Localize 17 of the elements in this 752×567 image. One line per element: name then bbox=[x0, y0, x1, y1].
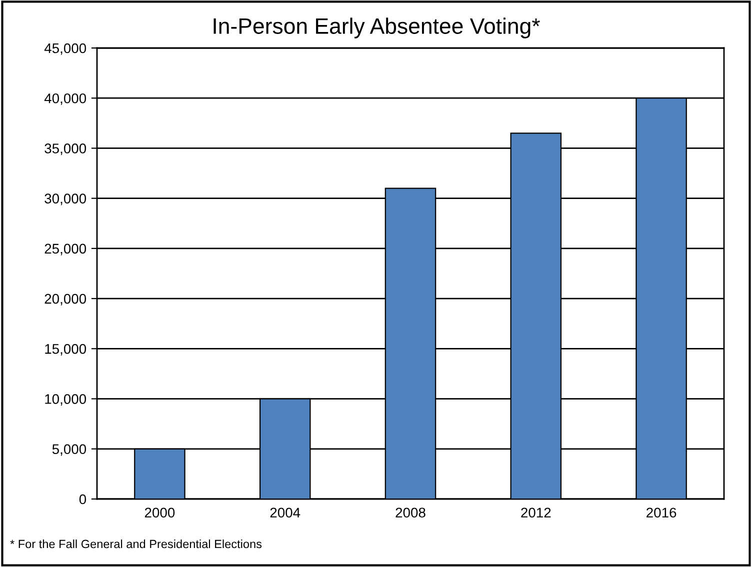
x-tick-label: 2012 bbox=[521, 508, 551, 518]
x-tick-label: 2008 bbox=[396, 508, 426, 518]
y-tick-label: 20,000 bbox=[44, 294, 86, 306]
y-tick-label: 5,000 bbox=[52, 444, 86, 456]
chart-title: In-Person Early Absentee Voting* bbox=[214, 18, 540, 38]
x-tick-label: 2016 bbox=[646, 508, 676, 518]
y-tick-label: 0 bbox=[79, 494, 86, 504]
y-tick-label: 35,000 bbox=[44, 144, 86, 156]
y-tick-label: 40,000 bbox=[44, 93, 86, 105]
y-tick-label: 25,000 bbox=[44, 244, 86, 256]
y-tick-label: 10,000 bbox=[45, 394, 86, 406]
x-tick-label: 2000 bbox=[144, 508, 175, 518]
y-tick-label: 45,000 bbox=[44, 43, 86, 55]
y-tick-label: 30,000 bbox=[44, 194, 86, 206]
y-tick-label: 15,000 bbox=[45, 344, 86, 356]
x-tick-label: 2004 bbox=[270, 508, 300, 518]
text: * For the Fall General and Presidential Elections bbox=[10, 539, 262, 548]
